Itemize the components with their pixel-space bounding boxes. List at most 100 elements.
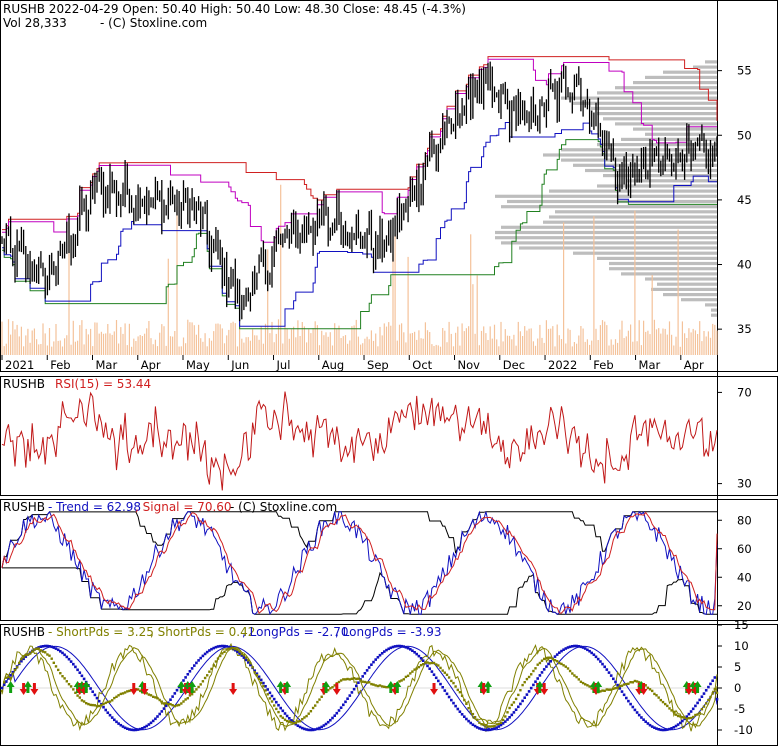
- shortpds-point: [404, 675, 408, 679]
- shortpds-point: [251, 666, 254, 669]
- shortpds-point: [417, 665, 421, 669]
- longpds-point: [41, 645, 45, 648]
- longpds-point: [143, 725, 146, 729]
- shortpds-point: [190, 693, 194, 696]
- longpds-point: [687, 712, 691, 716]
- shortpds-point: [568, 669, 572, 673]
- shortpds-point: [44, 651, 47, 654]
- shortpds-point: [679, 715, 682, 718]
- shortpds-point: [489, 725, 492, 728]
- shortpds-point: [111, 699, 114, 702]
- longpds-point: [540, 671, 544, 674]
- longpds-point: [244, 658, 248, 662]
- shortpds-point: [512, 701, 516, 704]
- shortpds-point: [117, 694, 120, 697]
- shortpds-point: [501, 718, 505, 722]
- x-tick-label: Dec: [503, 358, 525, 372]
- shortpds-point: [460, 694, 464, 697]
- shortpds-point: [329, 687, 332, 690]
- shortpds-point: [119, 692, 122, 696]
- longpds-point: [236, 650, 239, 654]
- longpds-point: [91, 690, 94, 693]
- price-bars: [1, 61, 718, 322]
- longpds-point: [577, 645, 581, 648]
- x-tick-label: Feb: [593, 358, 613, 372]
- longpds-point: [411, 649, 414, 652]
- longpds-point: [214, 645, 218, 649]
- shortpds-point: [24, 653, 27, 657]
- shortpds-point: [540, 659, 544, 662]
- price-y-tick-label: 50: [737, 128, 752, 142]
- price-y-ticks: 55 50 45 40 35: [717, 64, 752, 336]
- shortpds-point: [273, 704, 276, 707]
- longpds-point: [512, 711, 516, 714]
- longpds-point: [640, 716, 643, 719]
- shortpds-point: [147, 693, 151, 696]
- shortpds-point: [435, 663, 438, 666]
- longpds-point: [421, 659, 425, 662]
- shortpds-point: [98, 704, 101, 708]
- x-tick-label: Nov: [458, 358, 481, 372]
- shortpds-point: [428, 662, 431, 665]
- buy-arrow-icon: [484, 681, 493, 693]
- shortpds-point: [493, 724, 496, 728]
- longpds-point: [637, 713, 641, 717]
- shortpds-point: [216, 657, 220, 660]
- longpds-point: [0, 686, 4, 690]
- shortpds-point: [33, 648, 36, 651]
- shortpds-point: [288, 720, 291, 723]
- shortpds-point: [521, 683, 524, 687]
- shortpds-point: [700, 708, 704, 711]
- longpds-point: [138, 727, 142, 731]
- longpds-point: [573, 644, 576, 648]
- longpds-point: [370, 663, 373, 666]
- buy-arrow-icon: [6, 681, 15, 693]
- shortpds-point: [705, 702, 708, 705]
- longpds-point: [568, 645, 572, 649]
- longpds-point: [11, 670, 15, 674]
- longpds-point: [173, 692, 177, 695]
- x-tick-label: Aug: [322, 358, 344, 372]
- longpds-point: [24, 655, 28, 658]
- longpds-point: [674, 724, 678, 728]
- shortpds-point: [95, 705, 99, 708]
- shortpds-point: [255, 674, 259, 677]
- shortpds-point: [715, 691, 719, 694]
- shortpds-point: [530, 673, 533, 676]
- longpds-point: [605, 668, 609, 671]
- pds-y-tick-label: -5: [734, 702, 745, 716]
- pds-short2-value: ShortPds = 0.42: [158, 625, 256, 639]
- x-tick-label: 2022: [548, 358, 577, 372]
- shortpds-point: [370, 682, 373, 686]
- shortpds-point: [376, 684, 380, 688]
- rsi-panel: 70 30 RUSHB RSI(15) = 53.44: [1, 377, 752, 491]
- longpds-point: [141, 727, 144, 730]
- shortpds-point: [253, 671, 256, 674]
- longpds-point: [147, 723, 151, 726]
- longpds-point: [266, 688, 269, 691]
- shortpds-point: [685, 717, 688, 720]
- longpds-point: [197, 659, 200, 662]
- upper-band-long-line: [2, 56, 718, 231]
- shortpds-point: [264, 689, 267, 692]
- longpds-point: [709, 682, 712, 686]
- longpds-point: [622, 693, 626, 697]
- price-y-tick-label: 40: [737, 258, 752, 272]
- longpds-point: [707, 685, 710, 689]
- signal-value: Signal = 70.60: [143, 500, 232, 514]
- longpds-point: [255, 672, 259, 675]
- x-ticks: 2021 Feb Mar Apr May Jun Jul Aug Sep Oct Nov Dec 202…: [1, 355, 704, 372]
- longpds-point: [115, 720, 118, 724]
- volume-profile-bar: [549, 189, 717, 193]
- shortpds-point: [620, 684, 624, 687]
- volume-profile-bar: [519, 246, 717, 250]
- longpds-point: [685, 715, 689, 718]
- shortpds-point: [169, 703, 172, 706]
- longpds-point: [76, 668, 79, 672]
- shortpds-point: [212, 664, 215, 667]
- shortpds-point: [575, 675, 578, 679]
- x-tick-label: Jun: [230, 358, 249, 372]
- buy-arrow-icon: [283, 681, 292, 693]
- shortpds-point: [510, 703, 513, 707]
- shortpds-point: [257, 677, 261, 680]
